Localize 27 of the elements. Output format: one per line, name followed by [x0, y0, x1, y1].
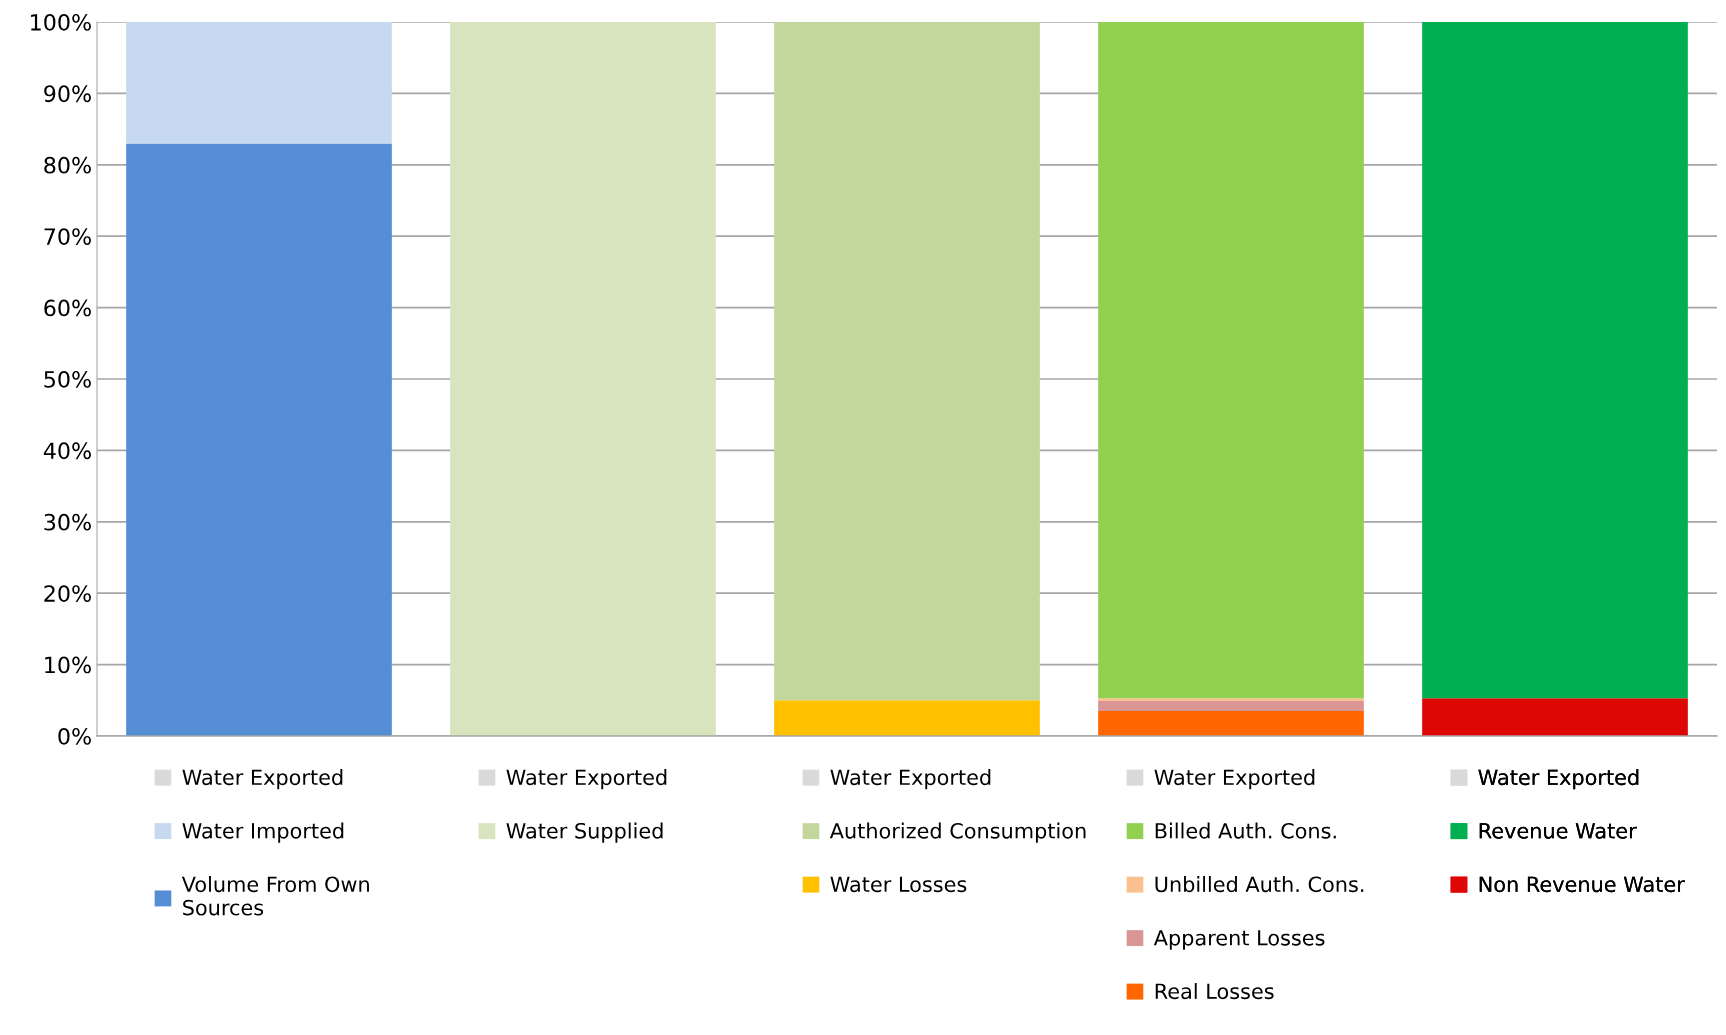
y-tick-label: 0% [58, 727, 91, 745]
legend-label: Water Supplied [506, 822, 663, 843]
legend-label: Water Losses [830, 876, 967, 893]
y-tick-label: 80% [44, 156, 91, 174]
legend-label: Non Revenue Water [1479, 876, 1685, 893]
y-tick-label: 10% [45, 656, 91, 674]
legend-label: Water Exported [830, 769, 991, 790]
y-tick-label: 70% [44, 228, 91, 245]
legend-label: Volume From Own Sources [181, 876, 369, 916]
legend-label: Water Imported [182, 822, 344, 843]
y-tick-label: 100% [31, 13, 91, 31]
legend-label: Revenue Water [1479, 823, 1637, 839]
legend-label: Water Exported [506, 769, 667, 790]
legend-label: Unbilled Auth. Cons. [1155, 876, 1364, 893]
y-tick-label: 90% [44, 85, 91, 103]
legend-label: Authorized Consumption [829, 822, 1086, 843]
legend-label: Apparent Losses [1153, 930, 1325, 950]
legend-label: Water Exported [182, 769, 343, 790]
y-tick-label: 20% [44, 585, 91, 602]
y-tick-label: 40% [43, 442, 91, 460]
legend-label: Water Exported [1154, 769, 1315, 790]
y-tick-label: 30% [44, 513, 91, 531]
legend-label: Water Exported [1478, 769, 1639, 790]
y-tick-label: 50% [44, 370, 91, 388]
legend-label: Billed Auth. Cons. [1155, 822, 1336, 839]
y-tick-label: 60% [44, 299, 91, 317]
legend-label: Real Losses [1155, 983, 1274, 1000]
